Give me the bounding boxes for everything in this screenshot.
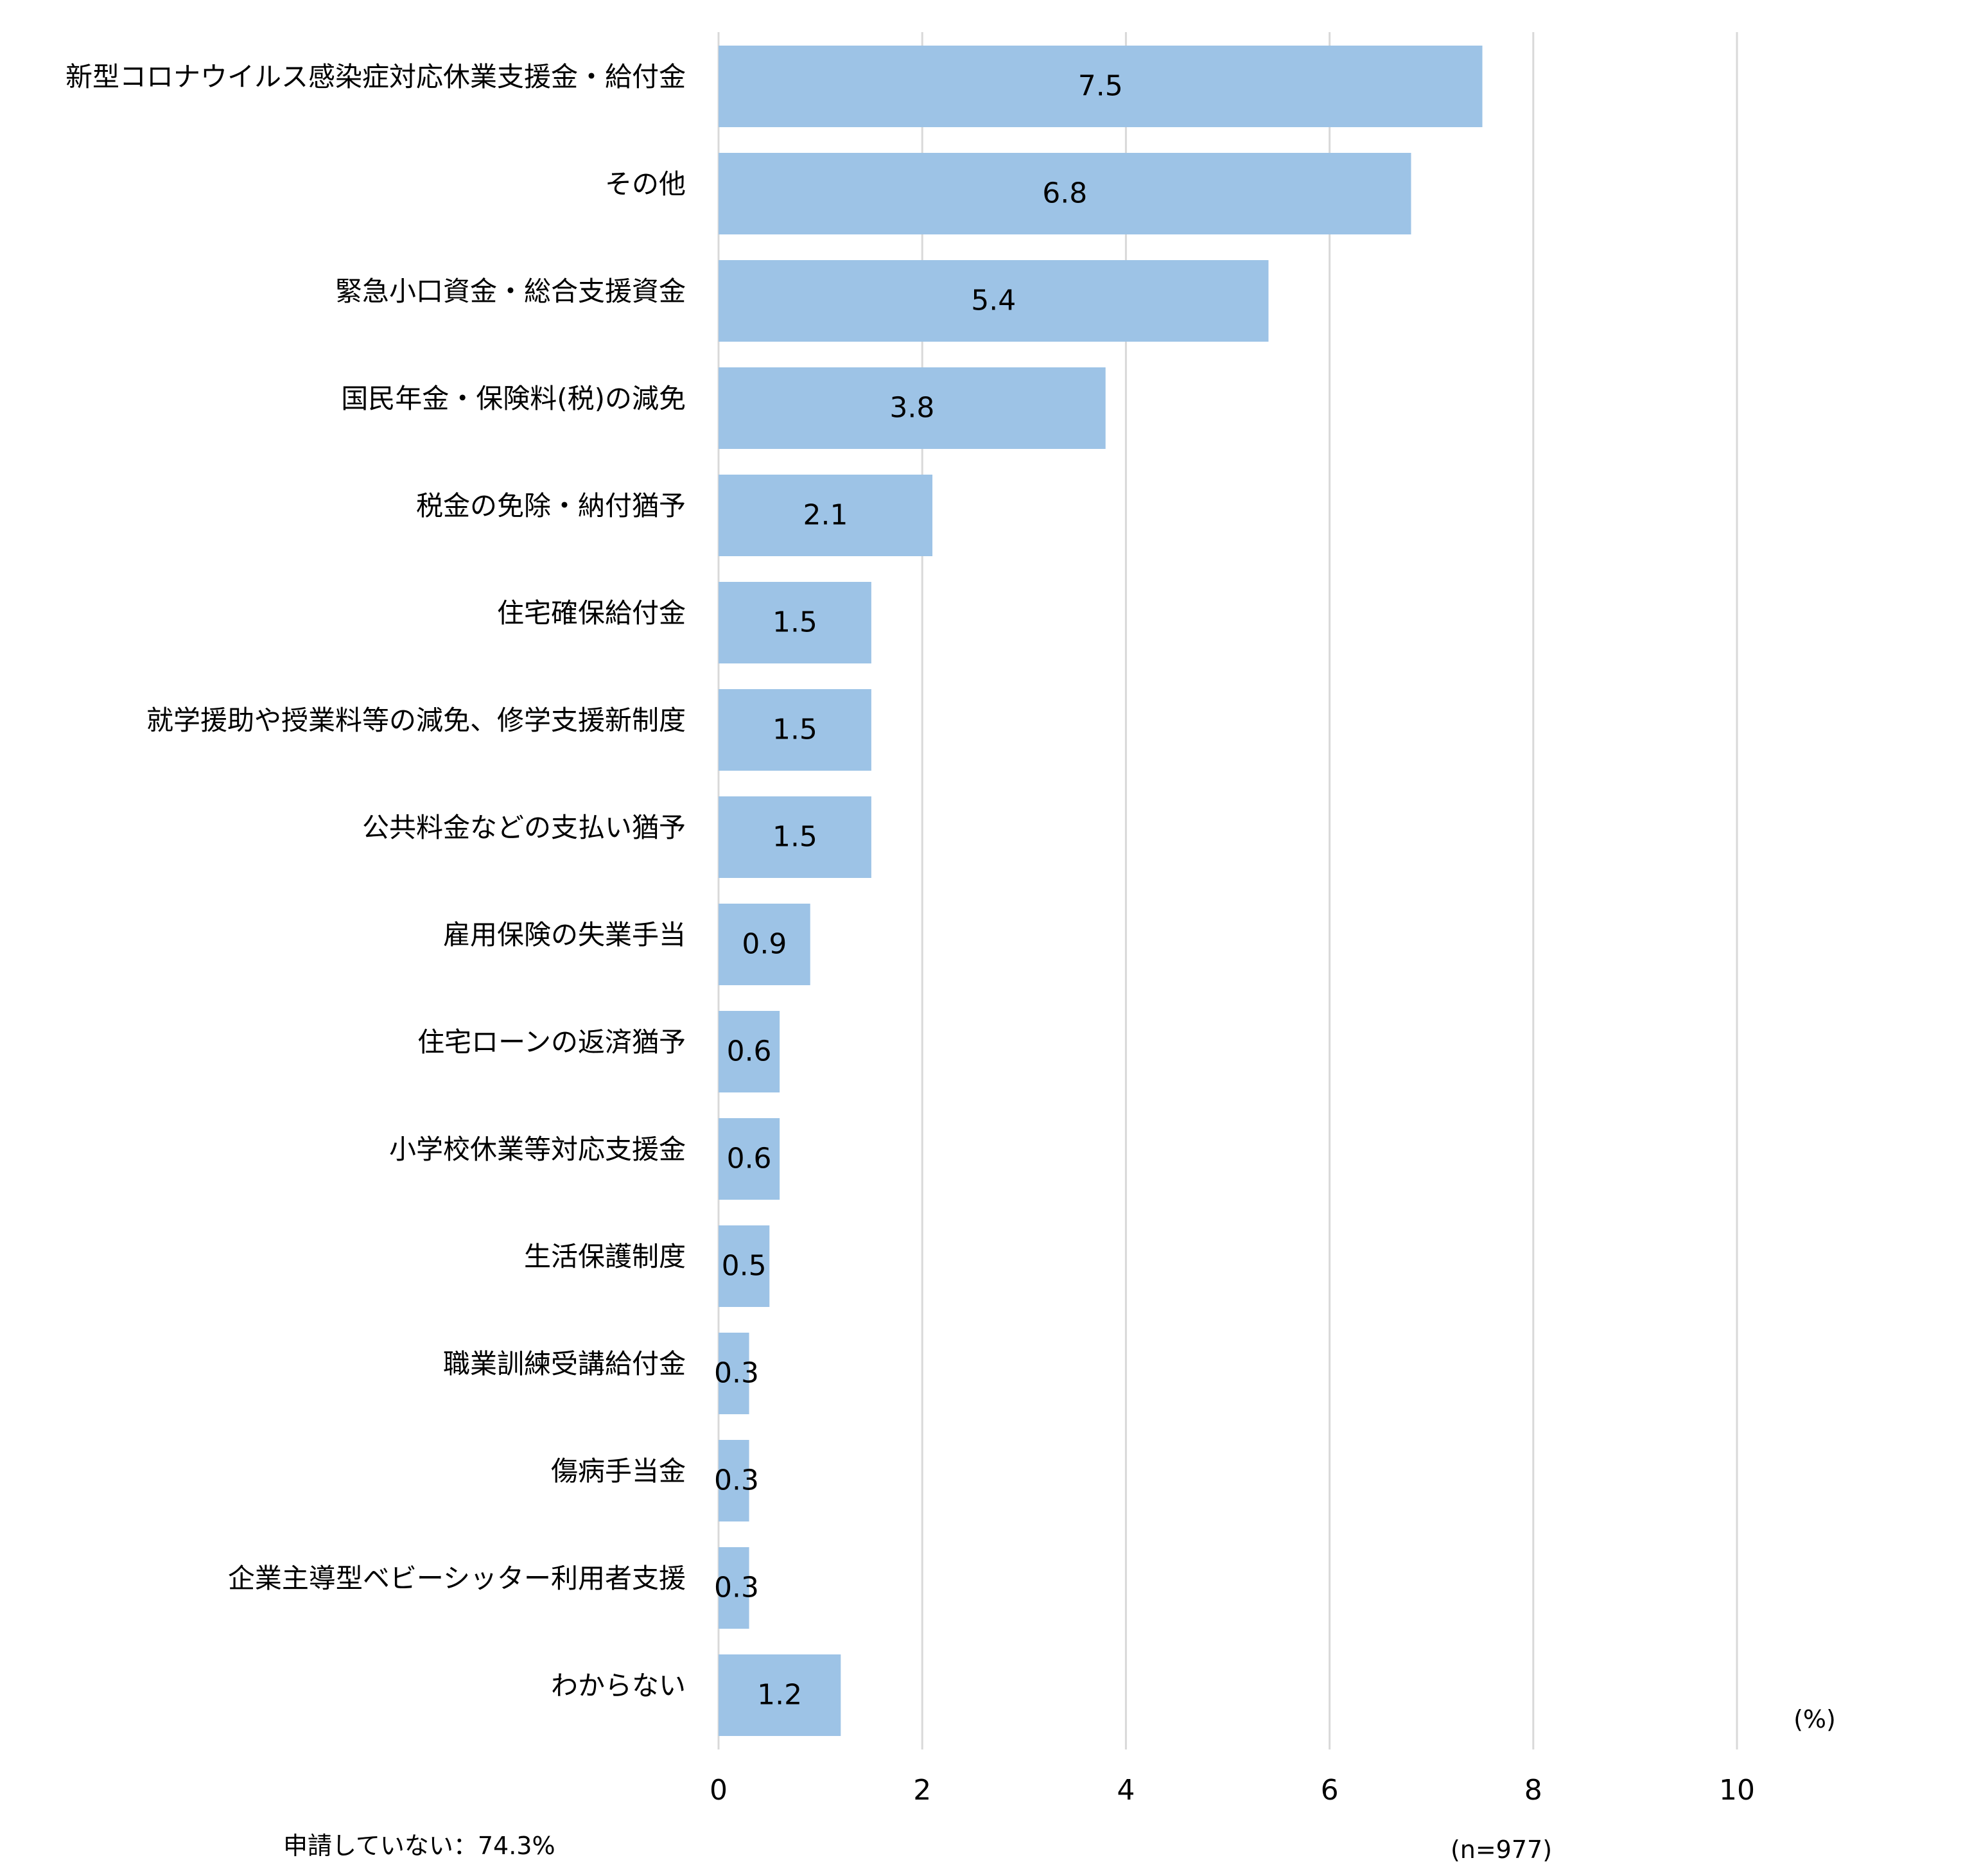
bar	[719, 796, 871, 878]
x-tick-label: 10	[1719, 1774, 1755, 1807]
data-label: 0.9	[742, 928, 787, 961]
bar	[719, 1011, 780, 1092]
data-label: 2.1	[803, 499, 848, 532]
data-label: 3.8	[889, 392, 934, 425]
bar	[719, 1440, 749, 1521]
data-label: 7.5	[1078, 70, 1123, 103]
x-tick-label: 4	[1117, 1774, 1135, 1807]
sample-size-note: (n=977)	[1451, 1836, 1552, 1864]
data-label: 0.3	[714, 1464, 759, 1497]
bar	[719, 582, 871, 663]
data-label: 0.6	[727, 1143, 772, 1175]
category-label: 就学援助や授業料等の減免、修学支援新制度	[146, 705, 686, 736]
data-label: 0.5	[722, 1250, 767, 1283]
x-tick-label: 8	[1524, 1774, 1542, 1807]
bar	[719, 367, 1106, 449]
data-label: 1.2	[757, 1679, 802, 1712]
bar	[719, 46, 1483, 127]
data-labels: 7.5 6.8 5.4 3.8 2.1 1.5 1.5 1.5 0.9 0.6 0.6 0.5 0.3 0…	[714, 70, 1123, 1712]
x-axis-ticks: 0 2 4 6 8 10	[710, 1774, 1755, 1807]
data-label: 0.6	[727, 1035, 772, 1068]
data-label: 1.5	[772, 606, 817, 639]
category-labels: 新型コロナウイルス感染症対応休業支援金・給付金その他緊急小口資金・総合支援資金国…	[65, 61, 686, 1701]
data-label: 5.4	[971, 285, 1016, 317]
data-label: 0.3	[714, 1572, 759, 1604]
bar	[719, 1225, 770, 1307]
data-label: 6.8	[1042, 177, 1087, 210]
bar	[719, 153, 1411, 234]
x-tick-label: 2	[913, 1774, 931, 1807]
bar	[719, 1654, 841, 1736]
footnote: 申請していない：74.3%	[283, 1832, 555, 1860]
bar	[719, 1547, 749, 1629]
bar	[719, 689, 871, 771]
data-label: 1.5	[772, 714, 817, 746]
category-label: 企業主導型ベビーシッター利用者支援	[228, 1563, 686, 1594]
bar	[719, 1333, 749, 1414]
category-label: わからない	[551, 1670, 686, 1701]
category-label: 住宅確保給付金	[497, 597, 686, 629]
bar	[719, 260, 1269, 342]
category-label: 小学校休業等対応支援金	[389, 1134, 686, 1165]
bar	[719, 1118, 780, 1200]
category-label: 国民年金・保険料(税)の減免	[341, 383, 686, 414]
bars	[719, 46, 1483, 1736]
category-label: 生活保護制度	[524, 1241, 686, 1272]
category-label: 緊急小口資金・総合支援資金	[335, 276, 686, 307]
data-label: 0.3	[714, 1357, 759, 1390]
bar	[719, 475, 933, 556]
category-label: 公共料金などの支払い猶予	[362, 812, 686, 843]
category-label: 職業訓練受講給付金	[443, 1348, 686, 1380]
category-label: その他	[605, 168, 686, 200]
category-label: 住宅ローンの返済猶予	[417, 1026, 686, 1058]
category-label: 新型コロナウイルス感染症対応休業支援金・給付金	[65, 61, 686, 92]
x-tick-label: 6	[1321, 1774, 1339, 1807]
unit-label: (%)	[1793, 1705, 1836, 1733]
data-label: 1.5	[772, 821, 817, 854]
bar	[719, 904, 810, 985]
category-label: 雇用保険の失業手当	[443, 919, 686, 951]
category-label: 税金の免除・納付猶予	[416, 490, 686, 522]
category-label: 傷病手当金	[551, 1455, 686, 1487]
x-tick-label: 0	[710, 1774, 728, 1807]
